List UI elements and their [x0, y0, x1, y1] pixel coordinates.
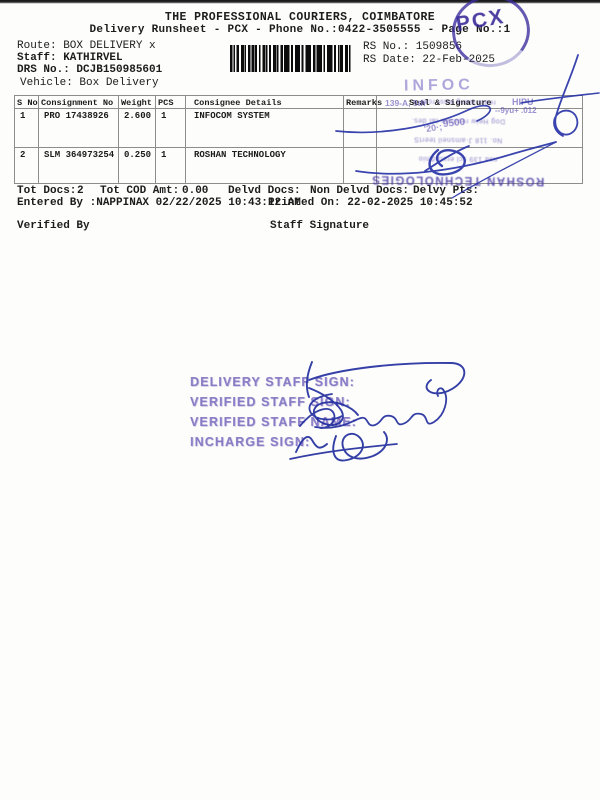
- col-header-pcs: PCS: [156, 96, 186, 109]
- pen-signature-verified-name: [299, 387, 447, 429]
- verified-staff-name-label: VERIFIED STAFF NAME:: [190, 415, 357, 429]
- page-subtitle: Delivery Runsheet - PCX - Phone No.:0422…: [89, 24, 511, 36]
- row1-seal: [377, 109, 582, 148]
- staff-signature-label: Staff Signature: [270, 220, 370, 232]
- tot-docs-value: 2: [77, 185, 84, 197]
- vehicle-line: Vehicle: Box Delivery: [20, 77, 159, 89]
- route-line: Route: BOX DELIVERY x: [17, 40, 156, 52]
- pen-stroke-row2: [355, 141, 557, 175]
- tot-cod-label: Tot COD Amt:: [100, 185, 180, 197]
- col-header-weight: Weight: [119, 96, 156, 109]
- row1-weight: 2.600: [119, 109, 156, 148]
- consignment-table: S No Consignment No Weight PCS Consignee…: [14, 95, 583, 184]
- tot-docs-label: Tot Docs:: [17, 185, 77, 197]
- row2-consignee: ROSHAN TECHNOLOGY: [186, 148, 344, 183]
- row1-sno: 1: [15, 109, 39, 148]
- pen-stroke-horizontal-right: [520, 92, 600, 104]
- rs-date-line: RS Date: 22-Feb-2025: [363, 54, 496, 66]
- tot-cod-value: 0.00: [182, 185, 209, 197]
- page-title: THE PROFESSIONAL COURIERS, COIMBATORE: [164, 11, 436, 24]
- col-header-consignee: Consignee Details: [186, 96, 344, 109]
- row2-remarks: [344, 148, 377, 183]
- pen-stroke-row1: [335, 104, 492, 134]
- stamp-012-fragment: --9yu+ .012: [495, 106, 537, 115]
- incharge-sign-label: INCHARGE SIGN:: [190, 435, 311, 449]
- non-delvd-docs-label: Non Delvd Docs:: [310, 185, 410, 197]
- pen-signature-delivery-staff: [305, 361, 466, 398]
- staff-line: Staff: KATHIRVEL: [17, 52, 123, 64]
- drs-no-line: DRS No.: DCJB150985601: [17, 64, 163, 76]
- row1-consignment: PRO 17438926: [39, 109, 119, 148]
- row2-sno: 2: [15, 148, 39, 183]
- pen-signature-incharge: [295, 431, 388, 462]
- row2-weight: 0.250: [119, 148, 156, 183]
- stamp-address-fragment: 139-A, 5th: [385, 98, 426, 108]
- row2-pcs: 1: [156, 148, 186, 183]
- row1-pcs: 1: [156, 109, 186, 148]
- pen-diagonal-to-summary: [451, 141, 557, 199]
- printed-on-line: Printed On: 22-02-2025 10:45:52: [268, 197, 473, 209]
- col-header-consignment: Consignment No: [39, 96, 119, 109]
- col-header-remarks: Remarks: [344, 96, 383, 109]
- pen-signature-verified-staff: [308, 387, 359, 426]
- pen-underline-incharge: [289, 443, 398, 460]
- row1-consignee: INFOCOM SYSTEM: [186, 109, 344, 148]
- verified-by-label: Verified By: [17, 220, 90, 232]
- row2-consignment: SLM 364973254: [39, 148, 119, 183]
- rs-no-line: RS No.: 1509856: [363, 41, 463, 53]
- runsheet-barcode: [230, 45, 351, 72]
- col-header-sno: S No: [15, 96, 39, 109]
- col-header-seal: Seal & Signature: [377, 96, 582, 109]
- delvd-docs-label: Delvd Docs:: [228, 185, 301, 197]
- scan-edge-artifact: [0, 0, 600, 4]
- pen-cross-row2: [424, 145, 470, 172]
- row1-remarks: [344, 109, 377, 148]
- delvy-pts-label: Delvy Pts:: [413, 185, 480, 197]
- entered-by-line: Entered By :NAPPINAX 02/22/2025 10:43:12…: [17, 197, 301, 209]
